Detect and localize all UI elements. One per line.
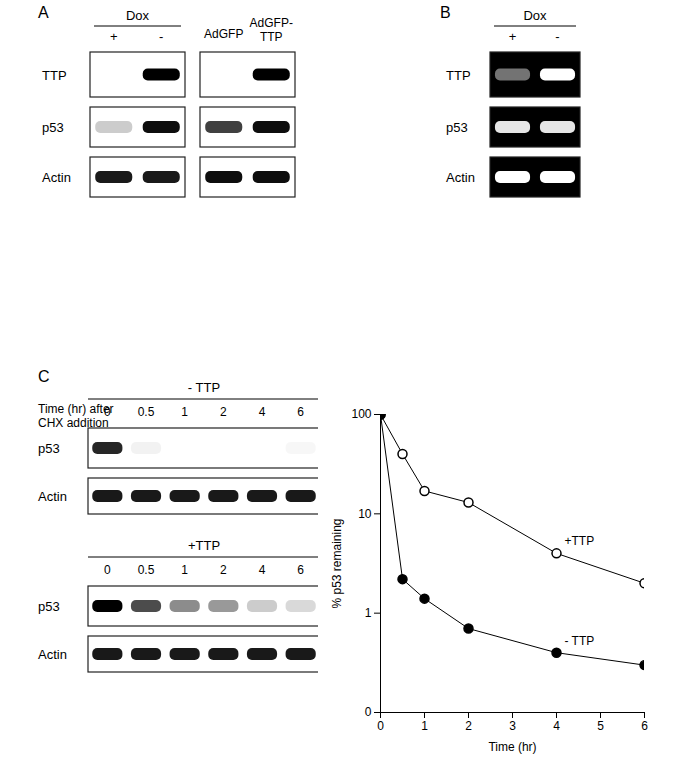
svg-text:AdGFP-TTP: AdGFP-TTP (250, 16, 293, 44)
svg-text:p53: p53 (446, 120, 468, 135)
svg-text:1: 1 (181, 563, 188, 577)
svg-text:% p53 remaining: % p53 remaining (330, 518, 344, 608)
svg-text:+: + (110, 29, 118, 44)
svg-text:1: 1 (181, 405, 188, 419)
svg-text:+: + (509, 29, 517, 44)
svg-text:- TTP: - TTP (188, 380, 220, 395)
svg-text:10: 10 (358, 507, 372, 521)
svg-text:1: 1 (365, 606, 372, 620)
svg-text:0: 0 (104, 405, 111, 419)
svg-text:4: 4 (259, 563, 266, 577)
svg-text:Actin: Actin (446, 170, 475, 185)
svg-text:4: 4 (553, 719, 560, 733)
svg-text:p53: p53 (42, 120, 64, 135)
svg-text:5: 5 (597, 719, 604, 733)
svg-text:0: 0 (377, 719, 384, 733)
svg-text:TTP: TTP (446, 68, 471, 83)
svg-text:0: 0 (104, 563, 111, 577)
svg-text:A: A (38, 4, 49, 21)
svg-text:Time (hr): Time (hr) (488, 740, 536, 754)
svg-text:0.5: 0.5 (138, 405, 155, 419)
svg-text:TTP: TTP (42, 68, 67, 83)
svg-text:Actin: Actin (38, 647, 67, 662)
svg-text:2: 2 (220, 405, 227, 419)
svg-text:2: 2 (465, 719, 472, 733)
svg-text:-: - (159, 29, 163, 44)
svg-text:2: 2 (220, 563, 227, 577)
svg-text:6: 6 (297, 563, 304, 577)
svg-text:6: 6 (297, 405, 304, 419)
svg-text:0: 0 (365, 705, 372, 719)
svg-text:Dox: Dox (126, 8, 150, 23)
svg-text:p53: p53 (38, 599, 60, 614)
svg-text:+TTP: +TTP (188, 538, 220, 553)
svg-text:Dox: Dox (523, 8, 547, 23)
svg-text:4: 4 (259, 405, 266, 419)
svg-text:3: 3 (509, 719, 516, 733)
svg-text:100: 100 (351, 407, 371, 421)
svg-text:+TTP: +TTP (565, 534, 595, 548)
svg-text:Time (hr) afterCHX addition: Time (hr) afterCHX addition (38, 402, 114, 430)
svg-text:B: B (440, 4, 451, 21)
svg-text:Actin: Actin (38, 489, 67, 504)
svg-text:p53: p53 (38, 441, 60, 456)
svg-text:C: C (38, 368, 50, 385)
svg-text:Actin: Actin (42, 170, 71, 185)
svg-text:0.5: 0.5 (138, 563, 155, 577)
svg-text:- TTP: - TTP (565, 634, 595, 648)
svg-text:AdGFP: AdGFP (204, 27, 243, 41)
svg-text:-: - (555, 29, 559, 44)
svg-text:1: 1 (421, 719, 428, 733)
svg-text:6: 6 (641, 719, 648, 733)
